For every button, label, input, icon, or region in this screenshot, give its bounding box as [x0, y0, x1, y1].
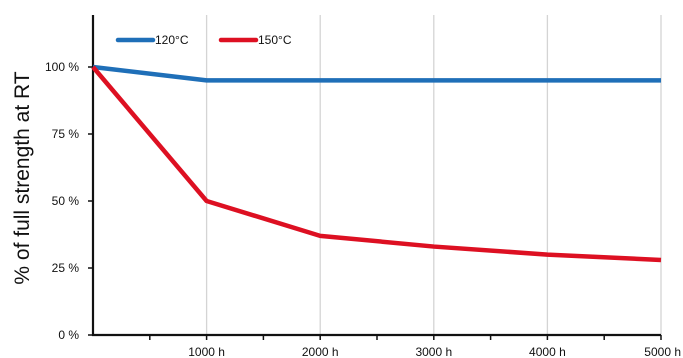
series-lines: [91, 64, 662, 263]
series-line-1: [92, 64, 661, 83]
x-tick-label-4000: 4000 h: [529, 345, 566, 358]
legend-label-2: 150°C: [258, 33, 292, 47]
grid-lines: [205, 15, 662, 335]
y-tick-label-75: 75 %: [52, 127, 80, 141]
y-tick-label-50: 50 %: [52, 194, 80, 208]
y-tick-label-100: 100 %: [45, 60, 79, 74]
axes: [88, 15, 662, 340]
x-tick-label-1000: 1000 h: [188, 345, 225, 358]
y-tick-label-25: 25 %: [52, 261, 80, 275]
y-tick-label-0: 0 %: [58, 328, 79, 342]
legend: 120°C 150°C: [115, 33, 292, 47]
x-tick-label-5000: 5000 h: [644, 345, 681, 358]
series-line-2: [91, 65, 662, 263]
legend-label-1: 120°C: [155, 33, 189, 47]
x-tick-label-2000: 2000 h: [302, 345, 339, 358]
tick-labels: 0 % 25 % 50 % 75 % 100 % 1000 h 2000 h 3000 h 40…: [45, 60, 681, 358]
y-axis-label: % of full strength at RT: [11, 71, 34, 284]
x-tick-label-3000: 3000 h: [415, 345, 452, 358]
